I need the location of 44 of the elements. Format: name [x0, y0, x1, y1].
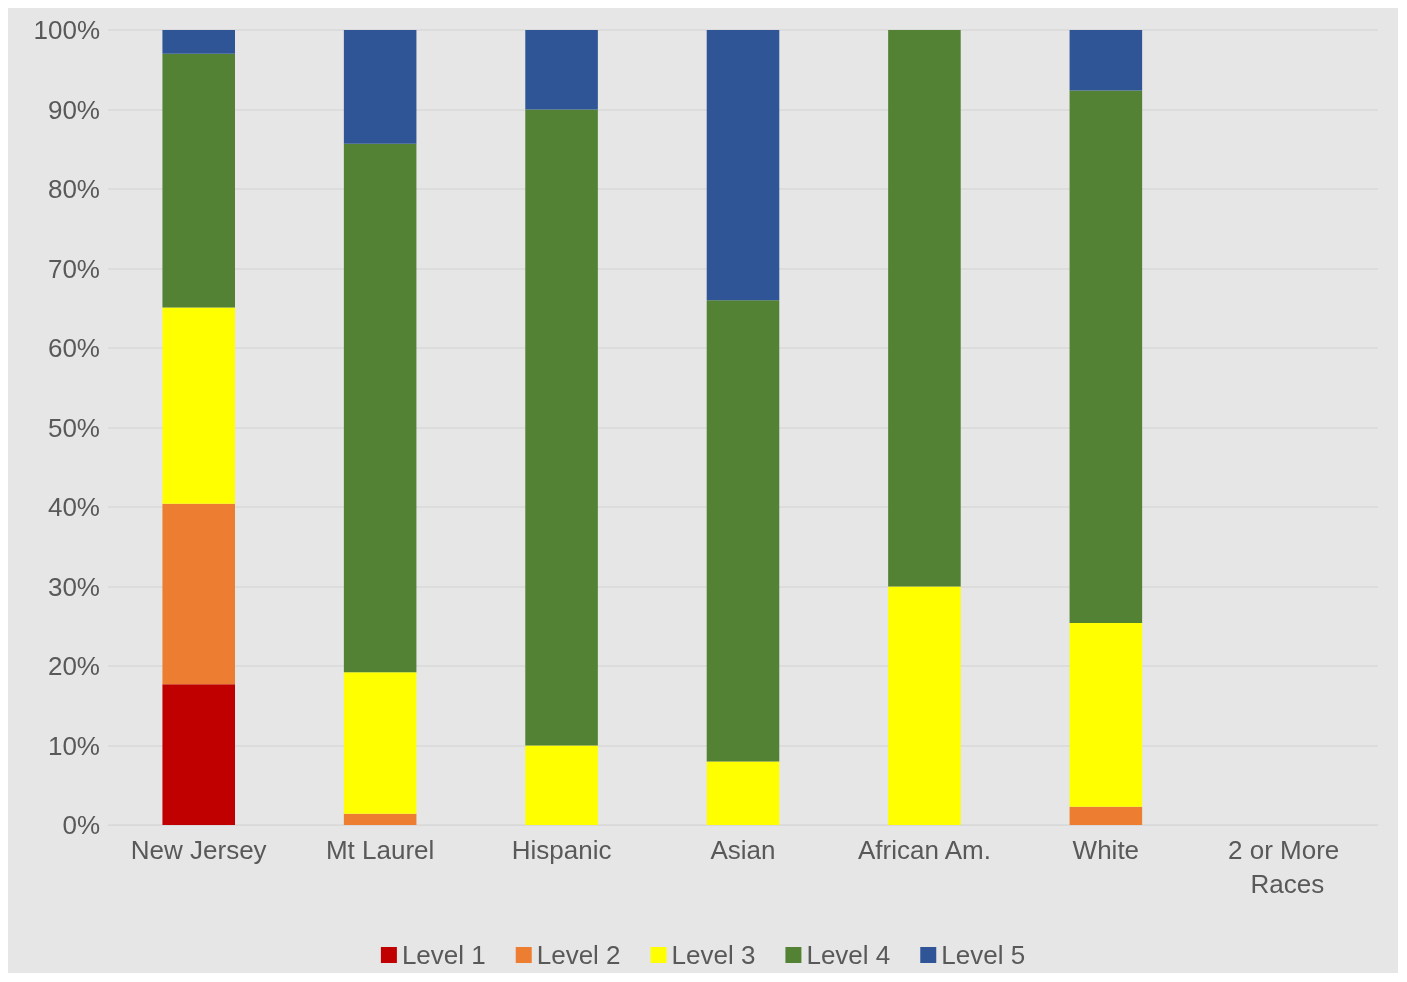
y-tick-label: 10%	[47, 730, 100, 761]
bar	[706, 30, 780, 301]
legend-label: Level 3	[671, 940, 756, 970]
bar	[343, 143, 417, 673]
bar	[706, 300, 780, 762]
bar	[706, 761, 780, 825]
x-tick-label: 2 or More Races	[1228, 835, 1347, 899]
legend-label: Level 2	[536, 940, 621, 970]
bar	[162, 53, 235, 308]
x-tick-label: Asian	[710, 835, 776, 865]
bar	[343, 672, 417, 814]
y-tick-label: 30%	[47, 571, 100, 602]
bar	[1069, 30, 1143, 91]
bar	[1069, 806, 1143, 825]
legend-label: Level 5	[941, 940, 1026, 970]
bar	[343, 813, 417, 825]
bar	[162, 307, 235, 504]
y-tick-label: 90%	[47, 94, 100, 125]
bar	[343, 30, 417, 144]
bar	[525, 745, 598, 825]
y-tick-label: 60%	[47, 333, 100, 363]
x-tick-label: Mt Laurel	[325, 835, 435, 865]
bar	[162, 30, 235, 54]
y-tick-label: 0%	[62, 810, 100, 840]
bar	[1069, 90, 1143, 624]
bar	[525, 109, 598, 746]
y-tick-label: 40%	[47, 492, 100, 522]
legend-label: Level 1	[401, 940, 486, 970]
bar	[888, 30, 961, 587]
x-tick-label: Hispanic	[511, 835, 612, 865]
y-tick-label: 80%	[47, 174, 100, 204]
y-tick-label: 50%	[47, 412, 100, 443]
x-tick-label: White	[1072, 835, 1140, 865]
y-tick-label: 70%	[47, 253, 100, 284]
bar	[525, 30, 598, 110]
bar	[888, 586, 961, 825]
y-tick-label: 20%	[47, 651, 100, 681]
bar	[1069, 623, 1143, 807]
legend-label: Level 4	[806, 940, 891, 970]
bar	[162, 503, 235, 685]
bar	[162, 684, 235, 825]
y-tick-label: 100%	[33, 15, 100, 45]
x-tick-label: New Jersey	[130, 835, 267, 865]
x-tick-label: African Am.	[857, 835, 991, 865]
